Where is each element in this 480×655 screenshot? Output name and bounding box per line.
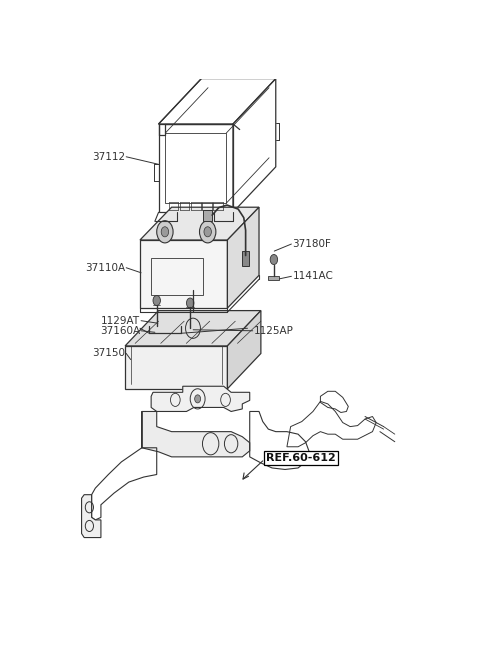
Polygon shape <box>125 346 228 389</box>
Circle shape <box>161 227 168 237</box>
Text: 1125AP: 1125AP <box>253 326 293 336</box>
Polygon shape <box>125 310 261 346</box>
Circle shape <box>270 255 277 265</box>
Polygon shape <box>82 495 101 538</box>
Polygon shape <box>151 386 250 411</box>
Circle shape <box>186 298 194 308</box>
Text: 1141AC: 1141AC <box>292 271 334 281</box>
Polygon shape <box>268 276 279 280</box>
Text: 37150: 37150 <box>92 348 125 358</box>
Circle shape <box>200 221 216 243</box>
Circle shape <box>153 295 160 305</box>
Text: 37160A: 37160A <box>100 326 140 336</box>
Text: 37110A: 37110A <box>85 263 125 272</box>
Text: 37112: 37112 <box>92 152 125 162</box>
Polygon shape <box>228 207 259 308</box>
Text: 1129AT: 1129AT <box>101 316 140 326</box>
Circle shape <box>195 395 201 403</box>
Text: 37180F: 37180F <box>292 239 331 249</box>
Polygon shape <box>242 252 249 265</box>
Polygon shape <box>142 411 250 457</box>
Polygon shape <box>140 207 259 240</box>
Text: REF.60-612: REF.60-612 <box>266 453 336 463</box>
Circle shape <box>204 227 211 237</box>
Polygon shape <box>203 210 212 221</box>
Circle shape <box>156 221 173 243</box>
Polygon shape <box>140 240 228 308</box>
Polygon shape <box>228 310 261 389</box>
